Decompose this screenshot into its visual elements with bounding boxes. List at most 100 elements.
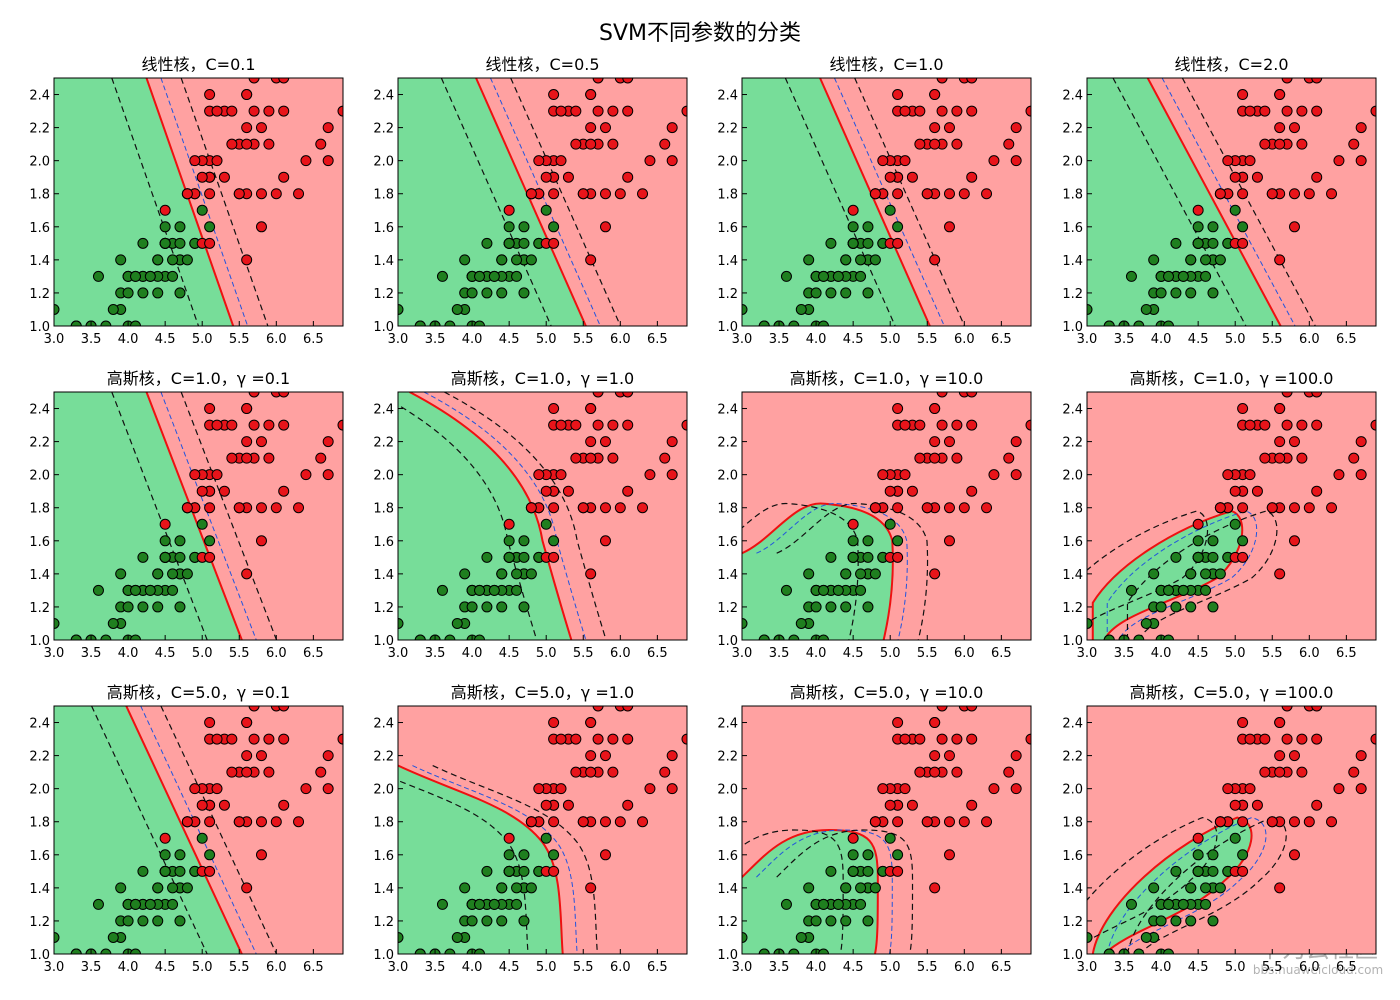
- point: [1281, 419, 1293, 431]
- point: [1355, 469, 1367, 481]
- point: [233, 816, 245, 828]
- point: [278, 733, 290, 745]
- point: [459, 254, 471, 266]
- point: [570, 452, 582, 464]
- point: [825, 237, 837, 249]
- y-tick-label: 1.4: [1062, 568, 1083, 583]
- point: [892, 403, 904, 415]
- point: [1326, 188, 1338, 200]
- x-tick-label: 3.5: [425, 332, 446, 347]
- point: [167, 584, 179, 596]
- region-green: [54, 392, 242, 640]
- point: [474, 270, 486, 282]
- point: [398, 931, 404, 943]
- y-tick-label: 1.4: [29, 254, 50, 269]
- point: [585, 122, 597, 134]
- point: [1185, 287, 1197, 299]
- plot-area: [742, 78, 1031, 326]
- point: [518, 915, 530, 927]
- point: [555, 105, 567, 117]
- point: [137, 601, 149, 613]
- y-tick-label: 1.4: [373, 254, 394, 269]
- point: [577, 502, 589, 514]
- point: [929, 122, 941, 134]
- point: [1133, 320, 1145, 326]
- point: [1125, 584, 1137, 596]
- point: [137, 287, 149, 299]
- point: [174, 849, 186, 861]
- point: [1192, 551, 1204, 563]
- point: [1274, 254, 1286, 266]
- margin: [756, 830, 892, 954]
- point: [511, 882, 523, 894]
- point: [196, 485, 208, 497]
- y-tick-label: 1.2: [29, 601, 50, 616]
- y-tick-label: 2.0: [29, 469, 50, 484]
- margin: [141, 706, 257, 954]
- x-tick-label: 6.5: [991, 332, 1012, 347]
- point: [511, 568, 523, 580]
- point: [204, 188, 216, 200]
- point: [1259, 766, 1271, 778]
- subplot: 高斯核，C=1.0，γ =10.0 3.0 3.5 4.0 4.5 5.0 5.5 6.0 6.…: [717, 369, 1032, 661]
- point: [742, 303, 748, 315]
- y-tick-label: 1.0: [373, 320, 394, 335]
- y-tick-label: 2.0: [717, 155, 738, 170]
- point: [562, 171, 574, 183]
- x-tick-label: 5.5: [229, 646, 250, 661]
- point: [892, 551, 904, 563]
- point: [270, 816, 282, 828]
- subplot: 高斯核，C=5.0，γ =10.0 3.0 3.5 4.0 4.5 5.0 5.5 6.0 6.…: [717, 683, 1032, 975]
- y-tick-label: 1.0: [717, 948, 738, 963]
- point: [130, 270, 142, 282]
- point: [481, 237, 493, 249]
- point: [1192, 865, 1204, 877]
- y-tick-label: 2.2: [29, 122, 50, 137]
- point: [1311, 392, 1323, 398]
- point: [300, 783, 312, 795]
- point: [818, 270, 830, 282]
- point: [1296, 733, 1308, 745]
- point: [159, 551, 171, 563]
- axes-frame: [741, 705, 1032, 955]
- point: [966, 706, 978, 712]
- y-tick-label: 2.4: [717, 717, 738, 732]
- point: [847, 865, 859, 877]
- point: [1288, 849, 1300, 861]
- y-tick-label: 1.8: [1062, 188, 1083, 203]
- decision-boundary: [126, 706, 242, 954]
- x-tick-label: 6.0: [266, 332, 287, 347]
- x-tick-label: 6.0: [1299, 646, 1320, 661]
- point: [278, 706, 290, 712]
- point: [1266, 816, 1278, 828]
- point: [929, 452, 941, 464]
- point: [1311, 78, 1323, 84]
- point: [241, 452, 253, 464]
- point: [159, 535, 171, 547]
- point: [196, 204, 208, 216]
- point: [107, 303, 119, 315]
- point: [884, 832, 896, 844]
- point: [1229, 799, 1241, 811]
- point: [570, 766, 582, 778]
- x-tick-label: 5.5: [1262, 960, 1283, 975]
- margin: [511, 78, 621, 326]
- margin: [1182, 78, 1315, 326]
- y-tick-label: 2.0: [373, 469, 394, 484]
- y-tick-label: 1.4: [373, 568, 394, 583]
- point: [204, 502, 216, 514]
- point: [540, 485, 552, 497]
- point: [803, 882, 815, 894]
- point: [1288, 122, 1300, 134]
- point: [825, 601, 837, 613]
- subplot-title: 高斯核，C=5.0，γ =1.0: [451, 683, 634, 702]
- decision-boundary: [146, 392, 241, 640]
- point: [825, 287, 837, 299]
- point: [1259, 733, 1271, 745]
- point: [548, 849, 560, 861]
- margin: [1113, 78, 1246, 326]
- point: [599, 750, 611, 762]
- point: [795, 617, 807, 629]
- point: [1125, 270, 1137, 282]
- point: [196, 171, 208, 183]
